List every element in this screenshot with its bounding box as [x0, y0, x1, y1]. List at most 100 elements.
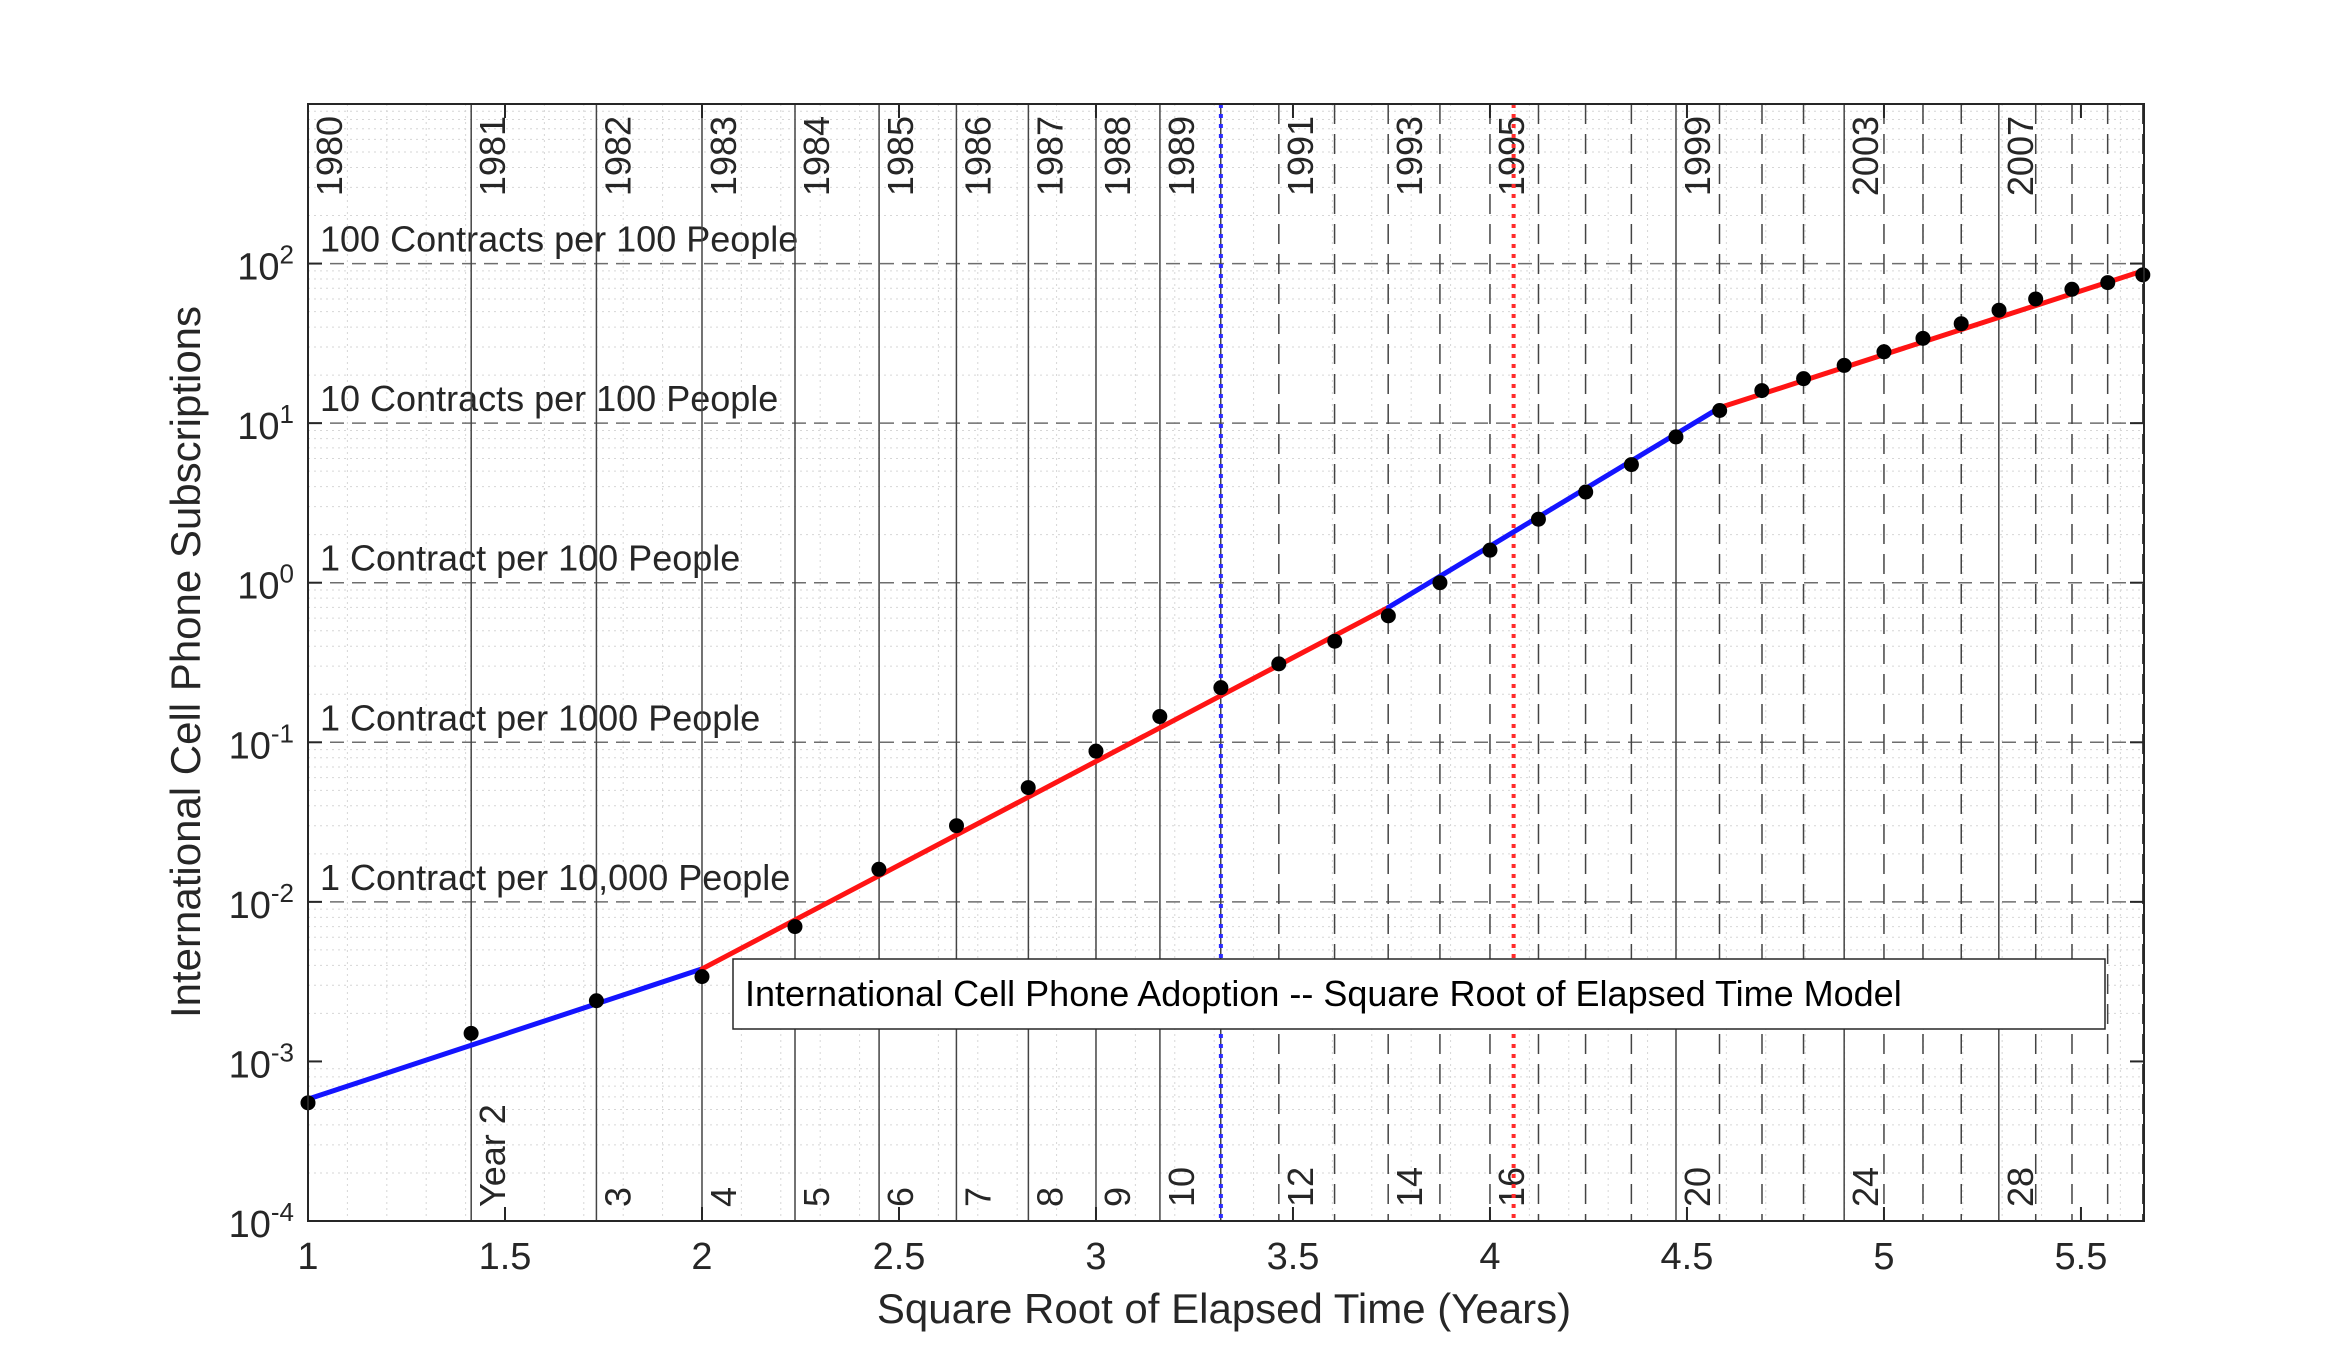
elapsed-year-label: 10 [1161, 1167, 1202, 1207]
elapsed-year-label: 16 [1491, 1167, 1532, 1207]
data-point [1991, 302, 2007, 318]
data-point [1836, 357, 1852, 373]
year-label: 1988 [1097, 116, 1138, 196]
year-label: 1985 [880, 116, 921, 196]
data-point [1380, 608, 1396, 624]
data-point [1152, 709, 1168, 725]
y-tick-label: 101 [237, 399, 294, 448]
y-tick-label: 10-2 [229, 878, 294, 927]
data-point [1271, 656, 1287, 672]
reference-label: 1 Contract per 10,000 People [320, 857, 790, 898]
x-tick-label: 5 [1873, 1236, 1894, 1278]
y-axis-label: International Cell Phone Subscriptions [162, 306, 209, 1018]
model-segment [305, 966, 705, 1102]
minor-grid [308, 104, 2144, 1221]
elapsed-year-label: 14 [1389, 1167, 1430, 1207]
data-point [588, 993, 604, 1009]
data-point [1876, 344, 1892, 360]
data-point [2100, 275, 2116, 291]
x-tick-label: 4 [1479, 1236, 1500, 1278]
y-tick-label: 10-4 [229, 1197, 294, 1246]
x-tick-label: 1.5 [479, 1236, 532, 1278]
elapsed-year-label: 4 [703, 1187, 744, 1207]
year-label: 2007 [2000, 116, 2041, 196]
data-point [1668, 429, 1684, 445]
axes: 1 1.5 2 2.5 3 3.5 4 4.5 5 5.5 10-4 10-3 10-2 10-1 100 1… [229, 104, 2144, 1278]
y-tick-label: 10-1 [229, 718, 294, 767]
reference-label: 1 Contract per 100 People [320, 538, 740, 579]
reference-label: 10 Contracts per 100 People [320, 378, 778, 419]
elapsed-year-label: 9 [1097, 1187, 1138, 1207]
plot-frame [307, 103, 2145, 1222]
data-point [1712, 403, 1728, 419]
data-point [1623, 457, 1639, 473]
data-point [2028, 291, 2044, 307]
year-label: 2003 [1845, 116, 1886, 196]
elapsed-year-label: 20 [1677, 1167, 1718, 1207]
year-label: 1980 [309, 116, 350, 196]
reference-label: 100 Contracts per 100 People [320, 219, 798, 260]
y-tick-label: 102 [237, 240, 294, 289]
data-point [1530, 511, 1546, 527]
data-point [1754, 383, 1770, 399]
model-segment [1385, 405, 1723, 610]
x-tick-label: 2.5 [873, 1236, 926, 1278]
y-tick-label: 100 [237, 559, 294, 608]
year-label: 1989 [1161, 116, 1202, 196]
data-point [2064, 281, 2080, 297]
data-point [1953, 316, 1969, 332]
x-tick-label: 2 [691, 1236, 712, 1278]
elapsed-year-label: 24 [1845, 1167, 1886, 1207]
data-point [787, 919, 803, 935]
data-point [949, 818, 965, 834]
year-markers: 1980 1981 1982 1983 1984 1985 1986 1987 1988 1989… [307, 104, 2144, 1221]
x-tick-label: 1 [297, 1236, 318, 1278]
elapsed-year-label: Year 2 [472, 1104, 513, 1207]
year-label: 1984 [796, 116, 837, 196]
elapsed-year-label: 5 [796, 1187, 837, 1207]
data-point [1432, 575, 1448, 591]
data-point [1482, 542, 1498, 558]
elapsed-year-label: 7 [957, 1187, 998, 1207]
reference-lines: 100 Contracts per 100 People 10 Contracts… [308, 219, 2144, 903]
data-point [1020, 780, 1036, 796]
year-label: 1999 [1677, 116, 1718, 196]
data-points [300, 267, 2151, 1111]
data-point [1578, 484, 1594, 500]
data-point [1796, 371, 1812, 387]
data-point [1915, 330, 1931, 346]
data-point [1213, 680, 1229, 696]
elapsed-year-label: 28 [2000, 1167, 2041, 1207]
data-point [871, 861, 887, 877]
year-label: 1983 [703, 116, 744, 196]
vertical-markers [1218, 104, 1516, 1221]
x-tick-label: 3.5 [1267, 1236, 1320, 1278]
year-label: 1991 [1280, 116, 1321, 196]
year-label: 1995 [1491, 116, 1532, 196]
x-axis-label: Square Root of Elapsed Time (Years) [877, 1285, 1571, 1332]
data-point [2135, 267, 2151, 283]
year-label: 1993 [1389, 116, 1430, 196]
year-label: 1981 [472, 116, 513, 196]
y-tick-label: 10-3 [229, 1037, 294, 1086]
reference-label: 1 Contract per 1000 People [320, 697, 760, 738]
x-tick-label: 3 [1085, 1236, 1106, 1278]
year-label: 1982 [597, 116, 638, 196]
x-tick-label: 5.5 [2055, 1236, 2108, 1278]
legend: International Cell Phone Adoption -- Squ… [732, 958, 2106, 1030]
elapsed-year-label: 12 [1280, 1167, 1321, 1207]
year-label: 1987 [1029, 116, 1070, 196]
elapsed-year-label: 6 [880, 1187, 921, 1207]
legend-text: International Cell Phone Adoption -- Squ… [745, 973, 1902, 1014]
data-point [1327, 633, 1343, 649]
data-point [1088, 743, 1104, 759]
data-point [463, 1025, 479, 1041]
legend-box [732, 958, 2106, 1030]
model-segment [1717, 268, 2146, 411]
elapsed-year-label: 3 [597, 1187, 638, 1207]
year-label: 1986 [957, 116, 998, 196]
data-point [694, 969, 710, 985]
elapsed-year-label: 8 [1029, 1187, 1070, 1207]
x-tick-label: 4.5 [1661, 1236, 1714, 1278]
